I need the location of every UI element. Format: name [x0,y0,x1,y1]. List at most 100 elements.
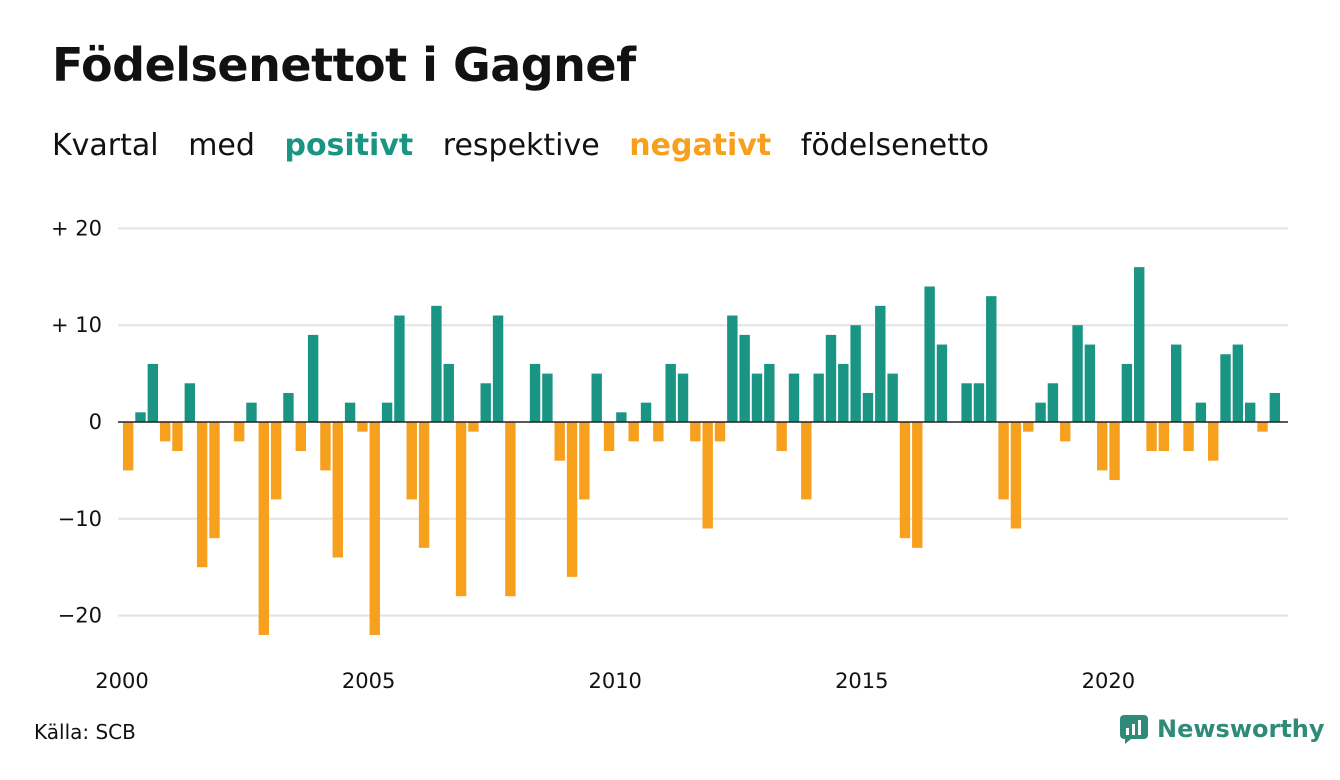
bar-negative [196,422,208,568]
chart-title: Födelsenettot i Gagnef [52,38,636,92]
bar-positive [135,412,146,422]
bar-positive [850,325,861,422]
x-tick-label: 2010 [588,669,641,693]
bar-positive [1269,392,1281,422]
bar-negative [1097,422,1108,471]
subtitle-positive-label: positivt [284,128,414,163]
bar-positive [480,383,491,422]
bar-positive [1134,267,1145,422]
bar-positive [825,334,837,422]
bar-positive [591,373,602,422]
bar-positive [1195,402,1207,422]
bar-negative [233,422,245,442]
bar-positive [764,363,775,422]
bar-negative [270,422,282,500]
bar-positive [961,383,972,422]
y-axis: + 20 + 10 0 −10 −20 [51,216,102,627]
bar-positive [344,402,356,422]
bar-positive [1220,354,1231,422]
bar-negative [332,422,343,558]
subtitle-word: Kvartal [52,128,159,163]
bar-negative [690,422,701,442]
bar-negative [258,422,269,635]
bar-positive [1171,344,1182,422]
chart-subtitle: Kvartal med positivt respektive negativt… [52,128,1009,163]
bar-positive [1035,402,1046,422]
bar-positive [1244,402,1256,422]
bar-negative [357,422,368,432]
bar-negative [579,422,590,500]
subtitle-word: respektive [442,128,600,163]
bar-positive [616,412,627,422]
bar-positive [838,363,849,422]
y-tick-label: + 10 [51,313,102,337]
bar-positive [1232,344,1244,422]
bar-positive [875,305,886,422]
bar-negative [912,422,923,548]
bar-negative [554,422,565,461]
bar-negative [801,422,812,500]
bar-negative [1023,422,1034,432]
bar-positive [751,373,763,422]
bar-negative [776,422,787,452]
y-tick-label: −10 [58,507,102,531]
source-note: Källa: SCB [34,720,136,744]
bar-positive [665,363,676,422]
bar-negative [320,422,331,471]
bar-positive [431,305,442,422]
brand-logo: Newsworthy [1119,714,1325,744]
bar-negative [505,422,516,597]
bar-negative [1158,422,1170,452]
bar-positive [1121,363,1133,422]
y-tick-label: + 20 [51,216,102,240]
bar-positive [924,286,935,422]
bar-negative [702,422,713,529]
bar-negative [1208,422,1219,461]
bars [118,267,1288,635]
bar-positive [887,373,898,422]
brand-name: Newsworthy [1157,715,1325,743]
x-axis: 2000 2005 2010 2015 2020 [95,669,1135,693]
bar-negative [998,422,1009,500]
subtitle-negative-label: negativt [629,128,772,163]
bar-negative [468,422,479,432]
bar-negative [418,422,430,548]
bar-negative [566,422,578,577]
bar-positive [862,392,874,422]
bar-positive [529,363,541,422]
x-tick-label: 2000 [95,669,148,693]
bar-positive [147,363,159,422]
bar-negative [1146,422,1157,452]
subtitle-word: med [188,128,255,163]
bar-positive [381,402,393,422]
x-tick-label: 2015 [835,669,888,693]
bar-chart: + 20 + 10 0 −10 −20 2000 2005 2010 2015 2020 [51,216,1288,693]
bar-positive [986,296,997,422]
bar-negative [653,422,664,442]
bar-negative [628,422,639,442]
subtitle-word: födelsenetto [800,128,989,163]
bar-positive [1084,344,1096,422]
bar-negative [369,422,380,635]
bar-positive [492,315,504,422]
bar-positive [788,373,800,422]
bar-positive [443,363,454,422]
bar-positive [542,373,553,422]
bar-negative [714,422,726,442]
bar-negative [603,422,615,452]
bar-negative [1010,422,1022,529]
newsworthy-logo-icon [1120,715,1148,744]
bar-positive [813,373,824,422]
bar-negative [1060,422,1071,442]
bar-negative [172,422,183,452]
bar-positive [973,383,985,422]
x-tick-label: 2005 [342,669,395,693]
bar-negative [1183,422,1194,452]
bar-negative [455,422,467,597]
bar-negative [209,422,220,539]
x-tick-label: 2020 [1082,669,1135,693]
bar-positive [727,315,738,422]
bar-positive [283,392,294,422]
bar-negative [1109,422,1120,481]
y-tick-label: −20 [58,604,102,628]
